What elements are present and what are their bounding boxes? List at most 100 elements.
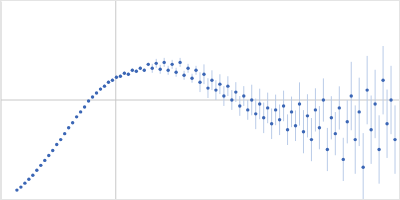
point [182,74,185,77]
point [35,169,38,172]
point [47,154,50,157]
point [274,108,277,111]
point [238,104,241,107]
point [306,114,309,117]
point [365,88,368,91]
point [43,159,46,162]
point [67,126,70,129]
point [330,116,333,119]
point [91,95,94,98]
point [350,94,353,97]
point [123,72,126,75]
point [250,98,253,101]
point [103,84,106,87]
point [282,104,285,107]
point [131,69,134,72]
point [222,94,225,97]
point [159,68,162,71]
point [147,63,150,66]
point [107,80,110,83]
point [326,148,329,151]
point [19,185,22,188]
point [23,181,26,184]
point [334,132,337,135]
point [393,138,396,141]
point [95,91,98,94]
point [230,98,233,101]
point [194,69,197,72]
point [234,90,237,93]
point [210,79,213,82]
point [381,79,384,82]
point [83,105,86,108]
point [389,98,392,101]
point [338,106,341,109]
point [190,77,193,80]
point [242,94,245,97]
plot-frame [1,1,400,200]
point [302,130,305,133]
point [170,63,173,66]
point [198,80,201,83]
plot-area [15,46,396,199]
point [246,108,249,111]
point [143,69,146,72]
point [294,124,297,127]
x-axis-line [2,199,400,200]
point [354,138,357,141]
point [358,110,361,113]
point [314,108,317,111]
point [270,122,273,125]
point [55,143,58,146]
point [214,88,217,91]
point [87,99,90,102]
point [258,102,261,105]
point [254,112,257,115]
chart [0,0,400,200]
point [266,106,269,109]
point [298,102,301,105]
point [162,61,165,64]
point [322,98,325,101]
grid [1,1,399,199]
point [115,76,118,79]
point [31,174,34,177]
point [174,71,177,74]
point [15,188,18,191]
point [226,84,229,87]
point [369,128,372,131]
point [290,110,293,113]
point [286,128,289,131]
point [75,115,78,118]
point [155,62,158,65]
point [27,178,30,181]
point [373,102,376,105]
point [139,67,142,70]
point [99,87,102,90]
point [186,67,189,70]
point [377,148,380,151]
point [79,110,82,113]
point [63,132,66,135]
point [218,82,221,85]
point [111,79,114,82]
point [278,118,281,121]
point [346,120,349,123]
point [71,121,74,124]
point [202,73,205,76]
point [262,116,265,119]
x-axis [2,199,400,200]
point [206,86,209,89]
point [318,126,321,129]
point [59,138,62,141]
point [51,149,54,152]
point [310,138,313,141]
point [385,122,388,125]
point [178,61,181,64]
point [151,67,154,70]
point [39,164,42,167]
point [361,166,364,169]
point [127,73,130,76]
point [166,69,169,72]
point [135,70,138,73]
